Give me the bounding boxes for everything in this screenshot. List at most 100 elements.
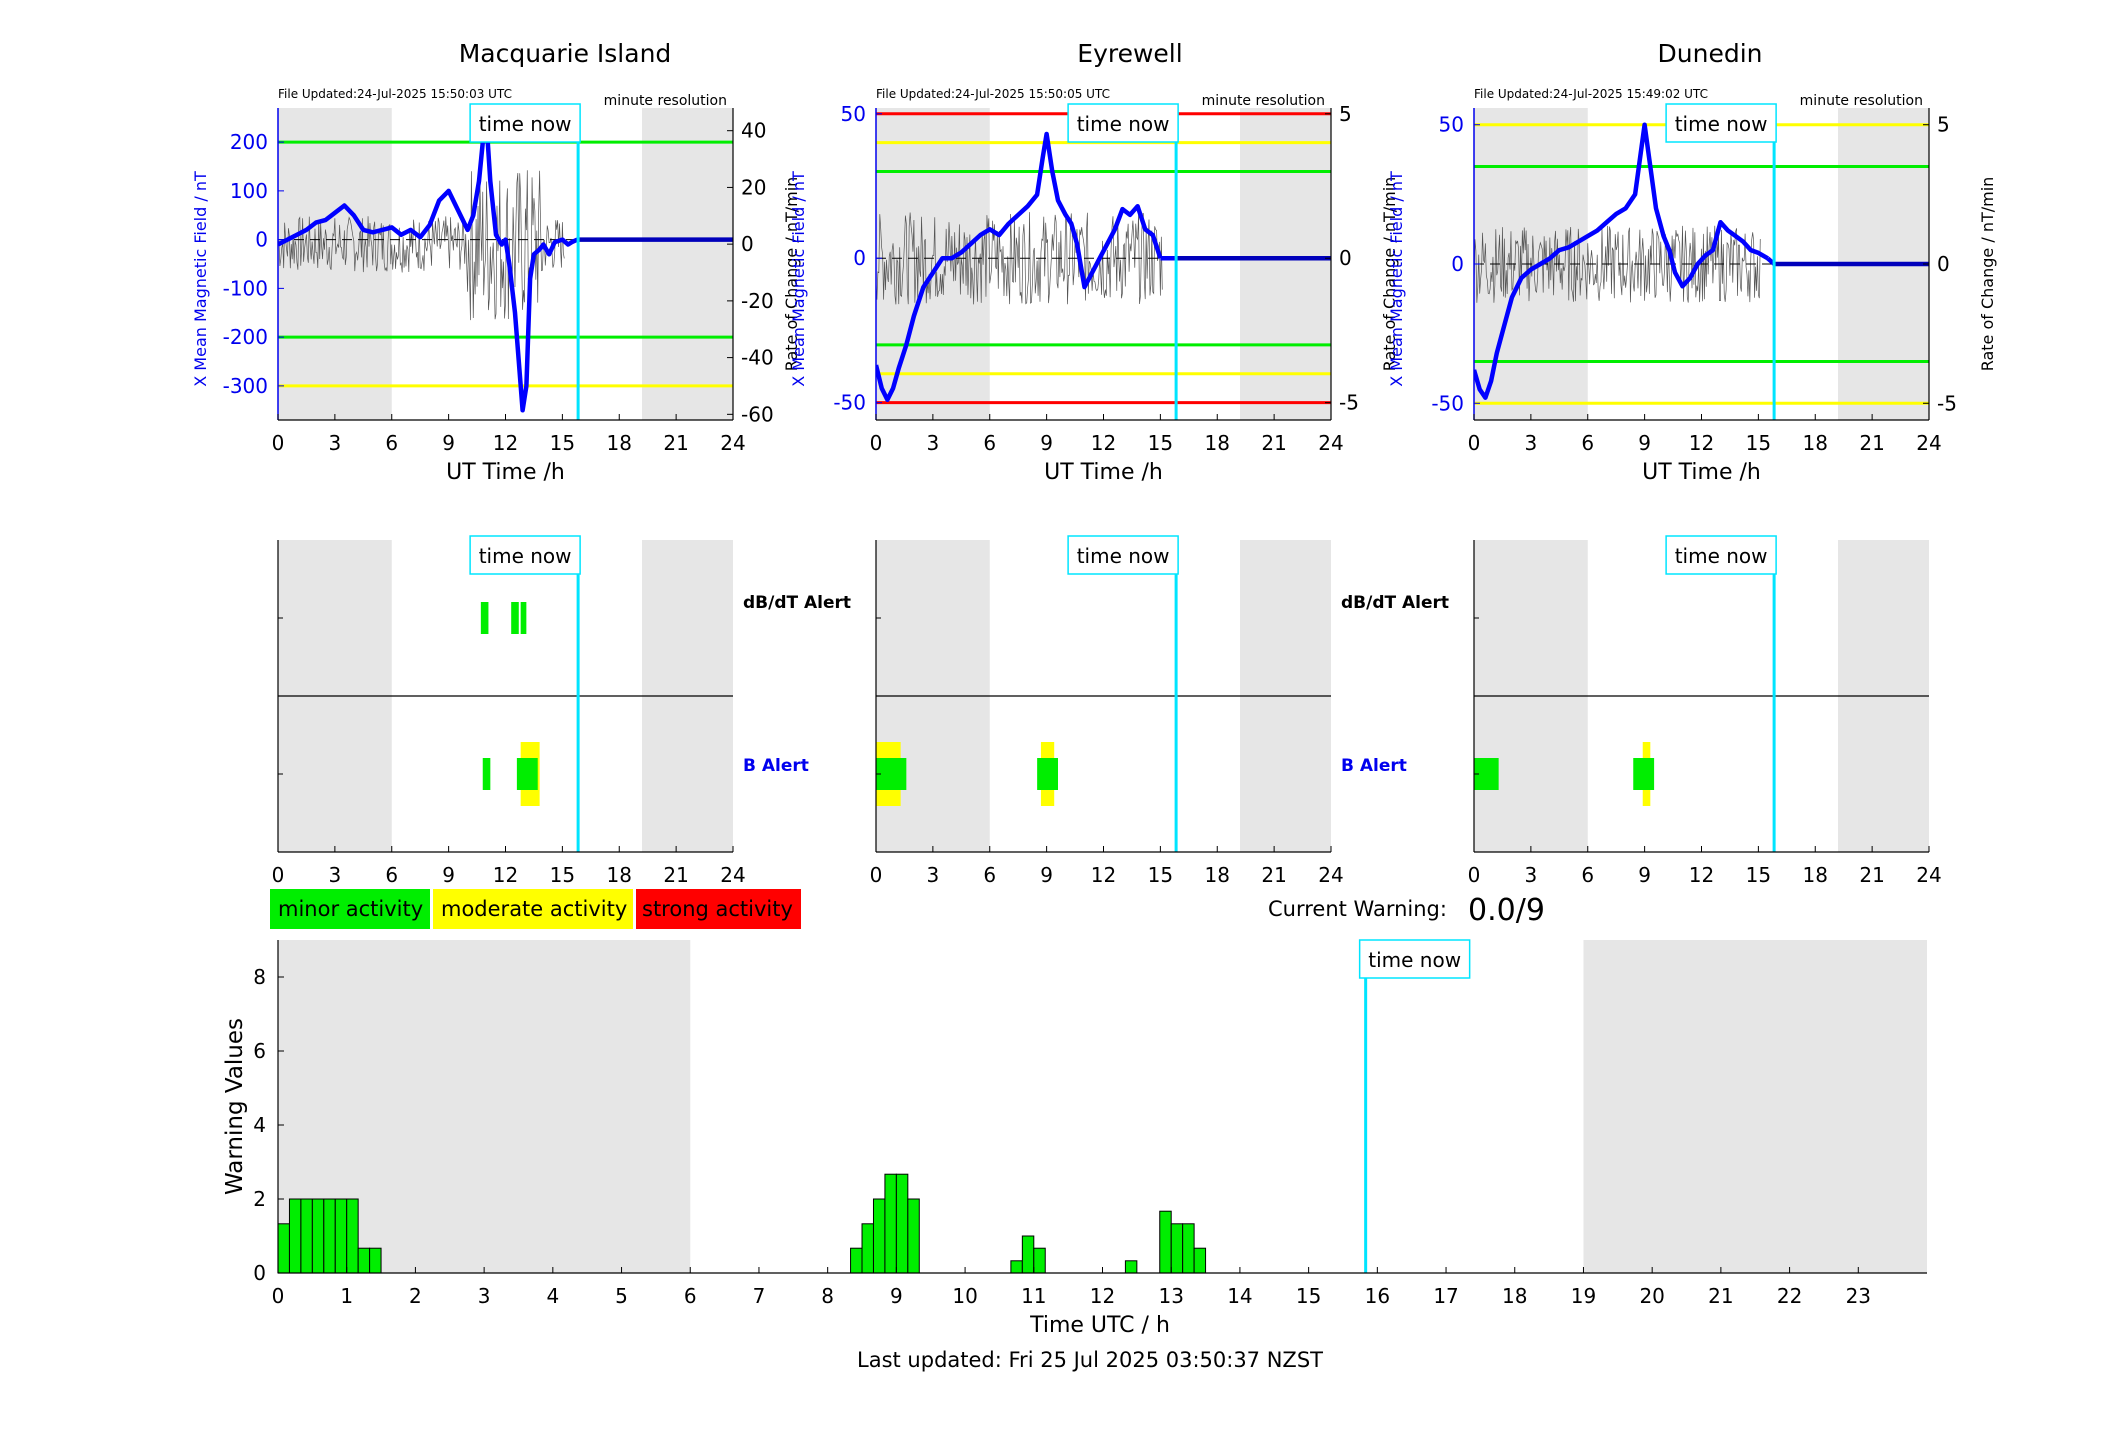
y2-tick-label: 0 [1937, 252, 1950, 276]
x-tick-label: 12 [1091, 863, 1116, 887]
x-axis-label: UT Time /h [1642, 460, 1761, 485]
x-tick-label: 18 [1803, 863, 1828, 887]
legend-label-minor: minor activity [278, 897, 423, 921]
y2-tick-label: -20 [741, 289, 774, 313]
x-tick-label: 12 [493, 431, 518, 455]
y2-tick-label: 0 [1339, 246, 1352, 270]
y-axis-label: X Mean Magnetic Field / nT [191, 171, 210, 387]
y2-axis-label: Rate of Change / nT/min [1978, 177, 1997, 372]
time-now-box [1665, 535, 1777, 575]
y-axis-label: Warning Values [222, 1018, 248, 1195]
x-tick-label: 18 [1502, 1284, 1527, 1308]
legend-label-strong: strong activity [642, 897, 793, 921]
y-tick-label: -100 [223, 276, 268, 300]
warning-bar [1124, 1260, 1138, 1274]
current-warning-value: 0.0/9 [1468, 893, 1545, 928]
y2-tick-label: -40 [741, 346, 774, 370]
minute-resolution-label: minute resolution [604, 93, 727, 109]
file-updated-label: File Updated:24-Jul-2025 15:50:05 UTC [876, 87, 1110, 101]
x-tick-label: 5 [615, 1284, 628, 1308]
y-tick-label: 8 [253, 965, 266, 989]
x-tick-label: 11 [1021, 1284, 1046, 1308]
x-tick-label: 6 [983, 863, 996, 887]
x-tick-label: 4 [546, 1284, 559, 1308]
y-tick-label: 0 [1451, 252, 1464, 276]
x-tick-label: 3 [1525, 431, 1538, 455]
alert-chart-eyrewell: 0 3 6 9 12 15 18 21 24 dB/dT Alert B Alert time now [870, 535, 1449, 887]
night-shade [642, 108, 733, 420]
x-tick-label: 21 [1859, 863, 1884, 887]
warning-bar [895, 1173, 909, 1274]
y-tick-label: 50 [1439, 113, 1464, 137]
magnetic-field-trace [1474, 122, 1770, 400]
alert-block-minor [1633, 758, 1655, 790]
night-shade [1240, 108, 1331, 420]
warning-bar [346, 1198, 359, 1274]
x-tick-label: 12 [1689, 431, 1714, 455]
warning-bar [357, 1247, 371, 1274]
time-now-label: time now [1368, 948, 1461, 972]
x-tick-label: 3 [329, 431, 342, 455]
alert-block-minor [1037, 758, 1058, 790]
y2-axis-label: Rate of Change / nT/min [1380, 177, 1399, 372]
x-tick-label: 8 [821, 1284, 834, 1308]
x-tick-label: 9 [442, 863, 455, 887]
legend-swatch-strong [636, 889, 801, 929]
activity-legend: minor activity moderate activity strong … [270, 889, 801, 929]
x-tick-label: 18 [1803, 431, 1828, 455]
alert-chart-dunedin: 0 3 6 9 12 15 18 21 24 time now [1468, 535, 1942, 887]
time-now-label: time now [1675, 544, 1768, 568]
x-axis-label: UT Time /h [446, 460, 565, 485]
y-tick-label: 100 [230, 179, 268, 203]
x-tick-label: 0 [272, 863, 285, 887]
x-tick-label: 2 [409, 1284, 422, 1308]
warning-bar [1170, 1223, 1184, 1274]
x-tick-label: 19 [1571, 1284, 1596, 1308]
x-tick-label: 0 [870, 863, 883, 887]
x-tick-label: 24 [1318, 431, 1343, 455]
chart-title-dunedin: Dunedin [1658, 39, 1763, 68]
x-tick-label: 18 [1205, 431, 1230, 455]
warning-bar [1010, 1260, 1023, 1274]
x-tick-label: 21 [663, 863, 688, 887]
minute-resolution-label: minute resolution [1202, 93, 1325, 109]
file-updated-label: File Updated:24-Jul-2025 15:49:02 UTC [1474, 87, 1708, 101]
x-tick-label: 15 [550, 431, 575, 455]
x-tick-label: 12 [493, 863, 518, 887]
y2-tick-label: -5 [1937, 391, 1957, 415]
x-tick-label: 14 [1227, 1284, 1252, 1308]
rate-of-change-trace [278, 170, 565, 321]
x-tick-label: 18 [607, 431, 632, 455]
y2-tick-label: 20 [741, 175, 766, 199]
magnetic-field-trace [278, 120, 579, 413]
x-tick-label: 20 [1639, 1284, 1664, 1308]
x-tick-label: 13 [1158, 1284, 1183, 1308]
x-tick-label: 15 [1746, 863, 1771, 887]
x-axis-label: Time UTC / h [1029, 1313, 1170, 1338]
y-axis-label: X Mean Magnetic Field / nT [789, 171, 808, 387]
x-tick-label: 18 [607, 863, 632, 887]
y-tick-label: 0 [255, 228, 268, 252]
warning-bar [1193, 1247, 1207, 1274]
y2-axis-label: Rate of Change / nT/min [782, 177, 801, 372]
x-tick-label: 21 [1859, 431, 1884, 455]
warning-bar [334, 1198, 348, 1274]
alert-block-minor [480, 602, 489, 634]
time-now-label: time now [1077, 112, 1170, 136]
dbdt-alert-label: dB/dT Alert [743, 593, 851, 613]
legend-swatch-moderate [433, 889, 633, 929]
y-tick-label: 0 [253, 1261, 266, 1285]
rate-of-change-trace [876, 212, 1163, 305]
y-axis-label: X Mean Magnetic Field / nT [1387, 171, 1406, 387]
b-alert-label: B Alert [1341, 756, 1407, 776]
x-tick-label: 6 [385, 431, 398, 455]
last-updated: Last updated: Fri 25 Jul 2025 03:50:37 N… [857, 1348, 1323, 1372]
y2-tick-label: -60 [741, 402, 774, 426]
x-tick-label: 0 [1468, 863, 1481, 887]
rate-of-change-trace [1474, 225, 1761, 303]
x-tick-label: 10 [952, 1284, 977, 1308]
night-shade [876, 108, 990, 420]
warning-bar [300, 1198, 313, 1274]
time-now-box [469, 103, 581, 143]
x-tick-label: 12 [1090, 1284, 1115, 1308]
